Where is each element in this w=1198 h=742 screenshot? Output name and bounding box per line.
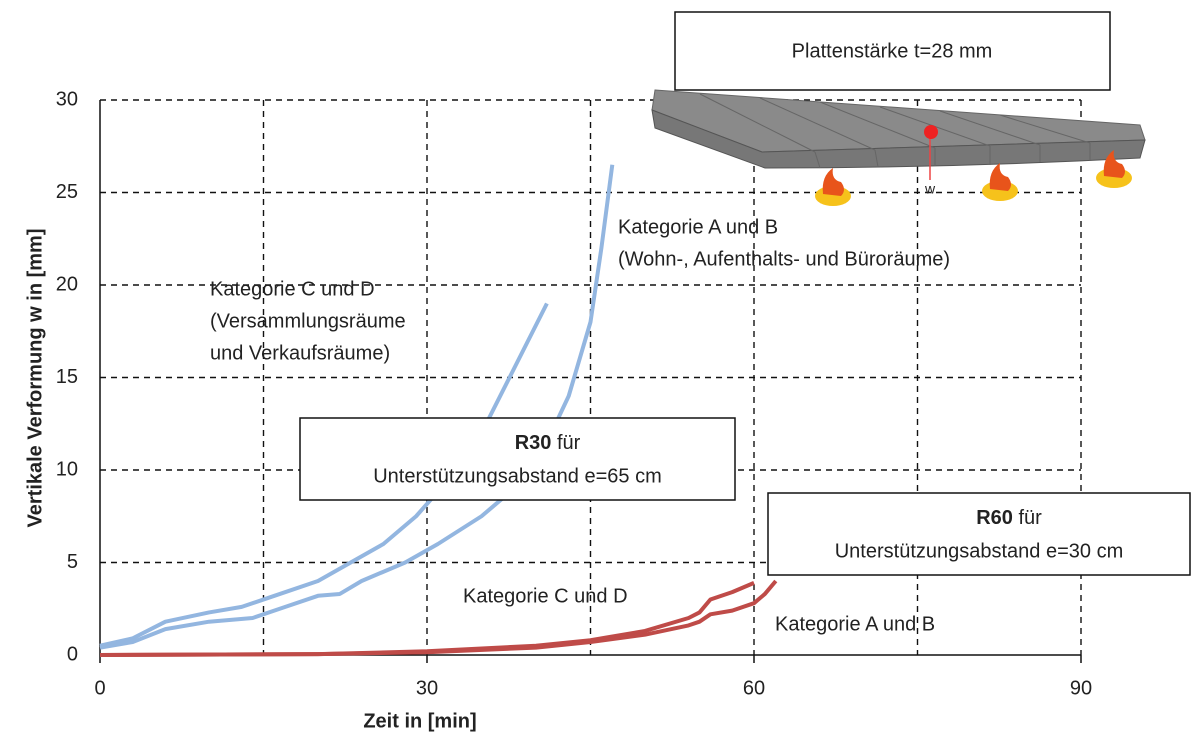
rating-support: Unterstützungsabstand e=65 cm (373, 465, 662, 487)
rating-box (768, 493, 1190, 575)
x-tick-label: 90 (1070, 677, 1092, 699)
y-tick-label: 30 (56, 88, 78, 110)
x-tick-label: 30 (416, 677, 438, 699)
series-line (100, 581, 776, 655)
annotation: Kategorie A und B (618, 216, 778, 238)
series-label: Kategorie C und D (463, 585, 628, 607)
x-tick-label: 60 (743, 677, 765, 699)
rating-class: R60 (976, 507, 1013, 529)
annotation: (Versammlungsräume (210, 310, 406, 332)
plate-diagram: w Plattenstärke t=28 mm (652, 12, 1145, 206)
series-label: Kategorie A und B (775, 613, 935, 635)
y-axis-title: Vertikale Verformung w in [mm] (24, 229, 46, 528)
chart: w Plattenstärke t=28 mm Zeit in [min] Ve… (0, 0, 1198, 742)
x-tick-label: 0 (94, 677, 105, 699)
rating-text: für (1013, 507, 1042, 529)
y-tick-label: 15 (56, 366, 78, 388)
series-line (100, 165, 612, 648)
rating-text: für (551, 432, 580, 454)
annotation: Kategorie C und D (210, 278, 375, 300)
y-tick-label: 25 (56, 181, 78, 203)
y-tick-label: 5 (67, 551, 78, 573)
rating-title: R60 für (976, 507, 1042, 529)
y-tick-label: 0 (67, 643, 78, 665)
deflection-label: w (924, 181, 936, 197)
plate-label: Plattenstärke t=28 mm (792, 40, 993, 62)
rating-support: Unterstützungsabstand e=30 cm (835, 540, 1124, 562)
rating-class: R30 (515, 432, 552, 454)
rating-box (300, 418, 735, 500)
x-axis-title: Zeit in [min] (363, 710, 476, 732)
load-point (924, 125, 938, 139)
y-tick-label: 20 (56, 273, 78, 295)
y-tick-label: 10 (56, 458, 78, 480)
annotation: und Verkaufsräume) (210, 342, 390, 364)
rating-title: R30 für (515, 432, 581, 454)
annotation: (Wohn-, Aufenthalts- und Büroräume) (618, 248, 950, 270)
